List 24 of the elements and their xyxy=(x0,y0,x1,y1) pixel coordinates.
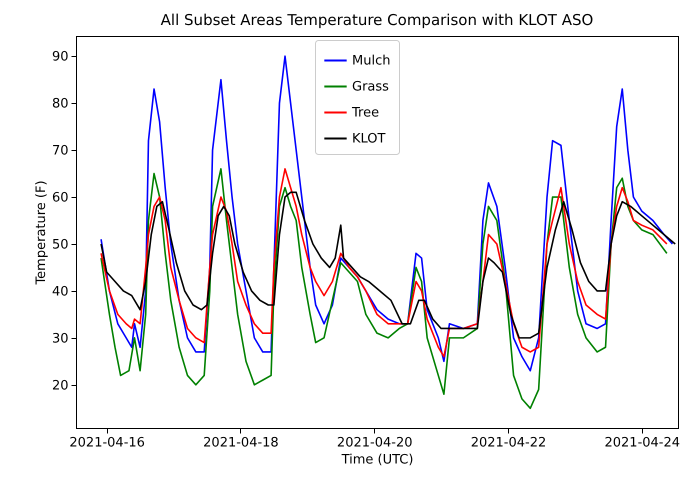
y-tick-label: 50 xyxy=(52,237,68,252)
line-series xyxy=(100,168,668,358)
x-tick-label: 2021-04-22 xyxy=(470,436,546,450)
x-tick-label: 2021-04-18 xyxy=(203,436,279,450)
y-tick-label: 70 xyxy=(52,144,68,159)
y-tick-label: 90 xyxy=(52,50,68,65)
legend-label: Tree xyxy=(351,106,380,120)
x-tick-label: 2021-04-20 xyxy=(336,436,412,450)
y-tick-label: 80 xyxy=(52,96,68,112)
x-tick-label: 2021-04-24 xyxy=(604,436,680,450)
line-series xyxy=(100,55,674,372)
line-series xyxy=(100,192,676,339)
x-tick-label: 2021-04-16 xyxy=(69,436,145,450)
legend-label: Grass xyxy=(352,80,390,94)
line-series xyxy=(100,168,668,410)
legend-label: Mulch xyxy=(352,54,390,68)
chart-title: All Subset Areas Temperature Comparison with KLOT ASO xyxy=(160,11,594,29)
y-tick-label: 60 xyxy=(52,190,68,206)
y-tick-label: 30 xyxy=(52,331,68,346)
y-axis-title: Temperature (F) xyxy=(34,180,49,286)
y-tick-label: 20 xyxy=(52,378,68,394)
legend-label: KLOT xyxy=(352,132,386,146)
y-tick-label: 40 xyxy=(52,284,68,300)
x-axis-title: Time (UTC) xyxy=(340,452,414,468)
